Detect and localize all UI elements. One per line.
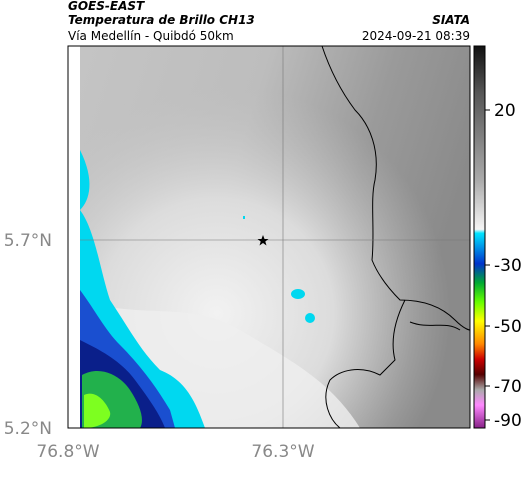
agency: SIATA (432, 13, 470, 27)
product: Temperatura de Brillo CH13 (68, 13, 255, 27)
lat-label: 5.7°N (4, 231, 52, 251)
lat-label: 5.2°N (4, 419, 52, 439)
source: GOES-EAST (68, 0, 145, 13)
colorbar-label: 20 (494, 101, 516, 121)
timestamp: 2024-09-21 08:39 (362, 29, 470, 43)
lon-label: 76.3°W (251, 442, 314, 462)
colorbar-label: -70 (494, 377, 522, 397)
axes: 5.7°N 5.2°N 76.8°W 76.3°W (4, 231, 315, 462)
colorbar-label: -50 (494, 317, 522, 337)
colorbar-ticks: 20 -30 -50 -70 -90 (485, 101, 522, 431)
route: Vía Medellín - Quibdó 50km (68, 29, 234, 43)
colorbar-label: -30 (494, 256, 522, 276)
colorbar (473, 45, 486, 429)
imagery (80, 46, 470, 428)
colorbar-label: -90 (494, 411, 522, 431)
lon-label: 76.8°W (36, 442, 99, 462)
